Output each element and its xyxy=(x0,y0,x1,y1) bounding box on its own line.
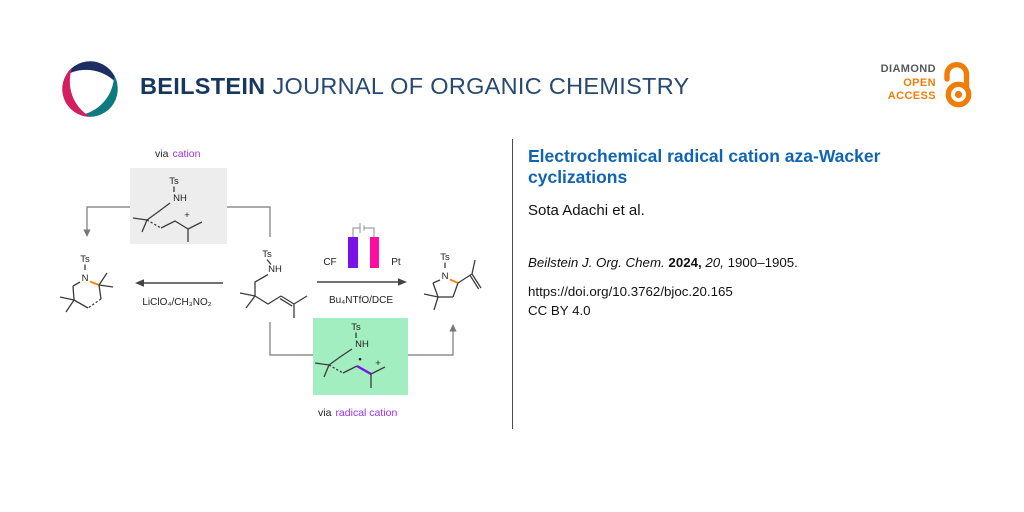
radical-cation-highlight-box xyxy=(313,318,408,395)
svg-text:Ts: Ts xyxy=(440,252,450,263)
article-title: Electrochemical radical cation aza-Wacke… xyxy=(528,146,881,187)
radical-cation-intermediate-structure: Ts NH • + xyxy=(314,322,386,388)
bottom-connector-lines xyxy=(269,322,457,356)
right-product-structure: Ts N xyxy=(423,252,482,311)
brand-rest: JOURNAL OF ORGANIC CHEMISTRY xyxy=(272,73,690,99)
cathode-electrode xyxy=(370,237,379,268)
cation-plus-sign: + xyxy=(184,210,190,221)
radical-dot: • xyxy=(358,354,362,365)
article-doi-link[interactable]: https://doi.org/10.3762/bjoc.20.165 xyxy=(528,284,733,299)
highlighted-nc-bond xyxy=(449,278,459,284)
citation-year: 2024, xyxy=(668,255,702,270)
svg-text:NH: NH xyxy=(173,193,187,204)
open-access-badge: DIAMOND OPEN ACCESS xyxy=(881,63,936,104)
panel-divider xyxy=(512,139,513,429)
anode-electrode xyxy=(348,237,358,268)
brand-bold: BEILSTEIN xyxy=(140,73,266,99)
open-label: OPEN xyxy=(903,76,936,89)
left-product-structure: Ts N xyxy=(59,254,114,313)
open-access-lock-icon xyxy=(944,62,972,108)
svg-text:Ts: Ts xyxy=(169,176,179,187)
cation-intermediate-structure: Ts NH + xyxy=(132,176,203,242)
right-conditions-label: Bu₄NTfO/DCE xyxy=(329,295,393,306)
article-authors: Sota Adachi et al. xyxy=(528,202,645,219)
svg-text:Ts: Ts xyxy=(262,249,272,260)
radical-cation-purple-bond xyxy=(356,364,372,376)
cathode-label: Pt xyxy=(391,257,401,268)
svg-text:NH: NH xyxy=(355,339,369,350)
via-cation-label: via cation xyxy=(155,148,201,160)
highlighted-nc-bond xyxy=(89,280,100,286)
article-citation: Beilstein J. Org. Chem. 2024, 20, 1900–1… xyxy=(528,255,798,270)
diamond-label: DIAMOND xyxy=(880,63,936,75)
left-conditions-label: LiClO₄/CH₃NO₂ xyxy=(142,297,211,308)
citation-volume: 20, xyxy=(705,255,724,270)
reaction-scheme: via cation Ts NH + Ts N LiClO₄/CH₃NO₂ xyxy=(59,148,482,419)
anode-label: CF xyxy=(323,257,336,268)
svg-text:NH: NH xyxy=(268,264,282,275)
beilstein-logo-swirl-icon xyxy=(62,61,118,117)
right-reaction-arrow xyxy=(317,278,407,286)
citation-pages: 1900–1905. xyxy=(727,255,798,270)
svg-text:N: N xyxy=(82,273,89,284)
article-license: CC BY 4.0 xyxy=(528,303,591,318)
substrate-structure: Ts NH xyxy=(239,249,308,318)
top-connector-lines xyxy=(83,206,271,237)
svg-text:N: N xyxy=(442,271,449,282)
left-reaction-arrow xyxy=(135,279,223,287)
svg-text:Ts: Ts xyxy=(80,254,90,265)
cation-highlight-box xyxy=(130,168,227,244)
access-label: ACCESS xyxy=(887,90,936,102)
via-radical-cation-label: via radical cation xyxy=(318,407,397,419)
battery-wire xyxy=(352,223,375,237)
radical-plus-sign: + xyxy=(375,358,381,369)
svg-text:Ts: Ts xyxy=(351,322,361,333)
citation-journal: Beilstein J. Org. Chem. xyxy=(528,255,665,270)
journal-brand-title: BEILSTEIN JOURNAL OF ORGANIC CHEMISTRY xyxy=(140,73,690,100)
